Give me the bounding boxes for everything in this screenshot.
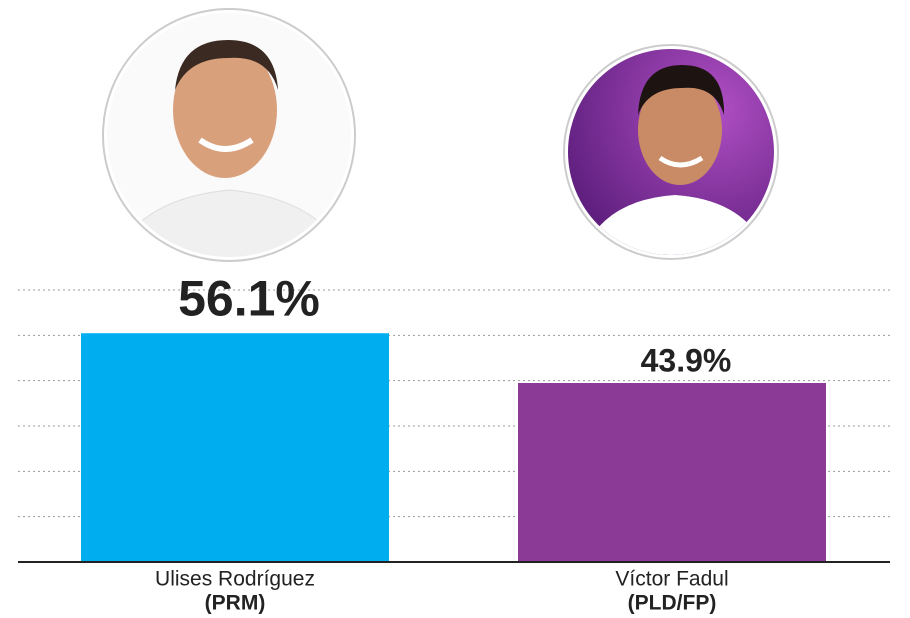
party-label: (PRM) (205, 592, 266, 615)
party-label: (PLD/FP) (628, 592, 717, 615)
bar (81, 333, 389, 562)
value-label: 56.1% (178, 270, 320, 326)
photo-candidate-1 (102, 8, 356, 262)
value-label: 43.9% (641, 343, 732, 379)
category-label: Víctor Fadul (615, 568, 728, 591)
bar (518, 382, 826, 562)
photo-candidate-2 (563, 44, 779, 260)
category-label: Ulises Rodríguez (155, 568, 315, 591)
